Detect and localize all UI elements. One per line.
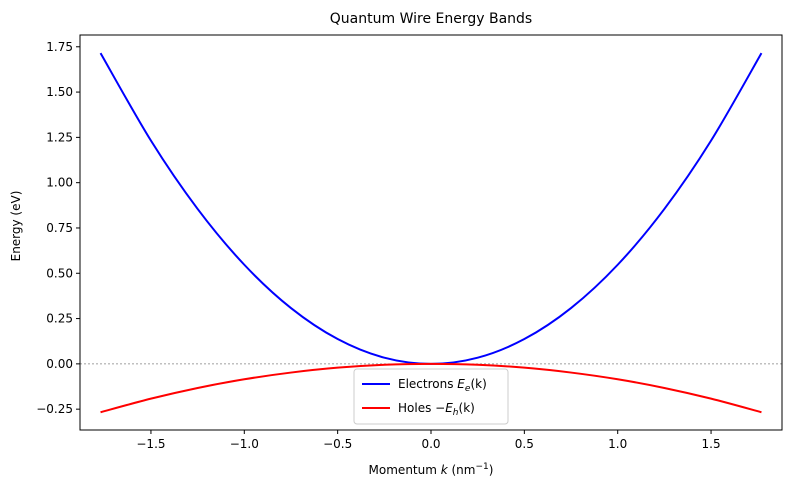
legend-holes-sub: h — [453, 408, 459, 418]
y-tick-label: 1.00 — [46, 176, 73, 190]
series-lines — [99, 52, 763, 414]
y-tick-label: 0.50 — [46, 266, 73, 280]
x-axis-label-exponent: −1 — [475, 462, 488, 472]
series-line-holes — [100, 362, 762, 414]
chart-title: Quantum Wire Energy Bands — [330, 11, 532, 27]
legend: Electrons Ee(k) Holes −Eh(k) — [353, 368, 509, 425]
x-axis-label-variable: k — [441, 463, 449, 477]
y-axis-label: Energy (eV) — [9, 191, 23, 262]
legend-label-electrons: Electrons Ee(k) — [398, 377, 487, 394]
y-tick-label: 0.00 — [46, 357, 73, 371]
legend-holes-prefix: Holes — [398, 401, 435, 415]
x-tick-label: 1.0 — [608, 437, 627, 451]
y-axis-ticks: −0.25 0.00 0.25 0.50 0.75 1.00 1.25 1.50 1.75 — [36, 40, 80, 416]
y-tick-label: 0.25 — [46, 312, 73, 326]
legend-holes-suffix: (k) — [459, 401, 475, 415]
x-tick-label: −1.5 — [136, 437, 165, 451]
plot-area — [79, 34, 783, 431]
x-axis-ticks: −1.5 −1.0 −0.5 0.0 0.5 1.0 1.5 — [136, 430, 721, 451]
x-axis-label: Momentum k (nm−1) — [369, 462, 494, 477]
legend-electrons-sub: e — [465, 384, 471, 394]
x-axis-label-unit-close: ) — [489, 463, 494, 477]
x-axis-label-unit-open: (nm — [448, 463, 476, 477]
legend-electrons-var: E — [457, 377, 465, 391]
y-tick-label: −0.25 — [36, 402, 73, 416]
legend-box — [353, 368, 509, 425]
y-tick-label: 1.25 — [46, 130, 73, 144]
x-axis-label-prefix: Momentum — [369, 463, 441, 477]
legend-holes-var: −E — [435, 401, 453, 415]
legend-electrons-suffix: (k) — [470, 377, 486, 391]
y-tick-label: 1.50 — [46, 85, 73, 99]
y-tick-label: 1.75 — [46, 40, 73, 54]
x-tick-label: 0.5 — [515, 437, 534, 451]
x-tick-label: −1.0 — [230, 437, 259, 451]
y-tick-label: 0.75 — [46, 221, 73, 235]
x-tick-label: 1.5 — [702, 437, 721, 451]
legend-electrons-prefix: Electrons — [398, 377, 457, 391]
x-tick-label: 0.0 — [421, 437, 440, 451]
x-tick-label: −0.5 — [323, 437, 352, 451]
legend-label-holes: Holes −Eh(k) — [398, 401, 475, 418]
